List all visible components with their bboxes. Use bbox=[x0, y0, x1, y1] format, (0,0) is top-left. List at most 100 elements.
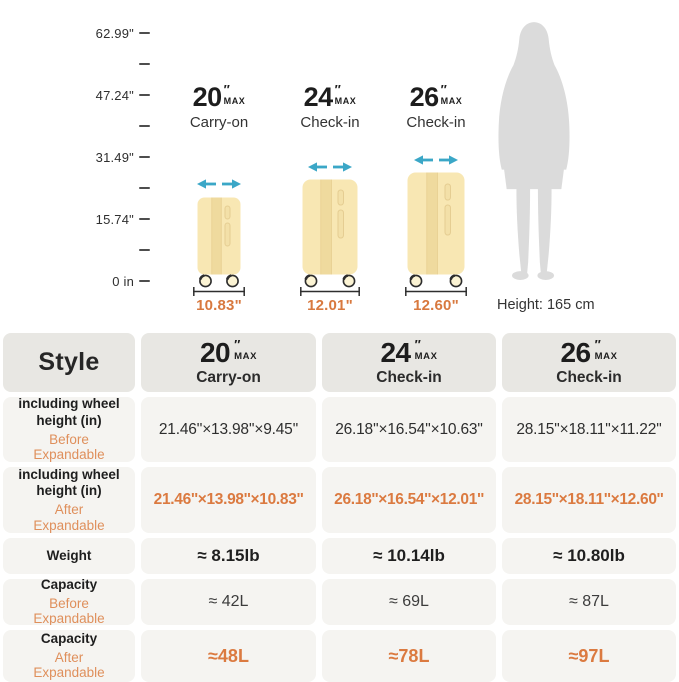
row-label-height-before: including wheel height (in) Before Expan… bbox=[3, 397, 135, 462]
width-value: 12.01" bbox=[307, 297, 353, 314]
height-label: Height: 165 cm bbox=[497, 297, 595, 313]
value-cell: 26.18''×16.54''×12.01'' bbox=[322, 467, 496, 533]
y-axis: 62.99" 47.24" 31.49" 15.74" 0 in bbox=[80, 0, 150, 300]
row-sublabel: Before Expandable bbox=[33, 431, 105, 462]
expand-arrows-icon bbox=[197, 179, 241, 189]
column-header-26: 26 ″ MAX Check-in bbox=[502, 333, 676, 392]
row-label: Capacity bbox=[40, 579, 98, 593]
value-cell: ≈48L bbox=[141, 630, 316, 682]
axis-tick bbox=[80, 117, 150, 135]
value-cell: 21.46''×13.98''×9.45'' bbox=[141, 397, 316, 462]
tick-dash bbox=[139, 280, 150, 282]
max-label: MAX bbox=[414, 350, 438, 362]
column-type-label: Check-in bbox=[376, 368, 442, 386]
width-value: 12.60" bbox=[413, 297, 459, 314]
tick-dash bbox=[139, 187, 150, 189]
expand-arrows-icon bbox=[308, 162, 352, 172]
axis-tick-label: 47.24" bbox=[95, 87, 134, 103]
inch-mark: ″ bbox=[334, 82, 341, 97]
inch-mark: ″ bbox=[234, 336, 241, 352]
axis-tick: 62.99" bbox=[80, 24, 150, 42]
case-type-label: Check-in bbox=[300, 114, 360, 131]
case-26-size-label: 26 ″ MAX Check-in bbox=[391, 82, 481, 131]
inch-mark: ″ bbox=[594, 336, 601, 352]
max-label: MAX bbox=[440, 96, 463, 107]
case-group-26: 26 ″ MAX Check-in bbox=[391, 0, 481, 330]
axis-tick: 31.49" bbox=[80, 148, 150, 166]
row-label: including wheel height (in) bbox=[18, 397, 120, 428]
column-type-label: Carry-on bbox=[196, 368, 261, 386]
case-type-label: Check-in bbox=[406, 114, 466, 131]
tick-dash bbox=[139, 218, 150, 220]
value-cell: ≈78L bbox=[322, 630, 496, 682]
axis-tick bbox=[80, 55, 150, 73]
case-24-size-label: 24 ″ MAX Check-in bbox=[285, 82, 375, 131]
value-cell: ≈ 10.80lb bbox=[502, 538, 676, 574]
value-cell: 21.46''×13.98''×10.83'' bbox=[141, 467, 316, 533]
comparison-table: Style 20 ″ MAX Carry-on 24 ″ MAX Check-in 26… bbox=[3, 333, 676, 682]
size-number: 26 bbox=[560, 336, 591, 368]
value-cell: ≈ 8.15lb bbox=[141, 538, 316, 574]
row-label: including wheel height (in) bbox=[18, 467, 120, 499]
size-number: 26 bbox=[409, 82, 440, 112]
suitcase-26-illustration bbox=[407, 172, 465, 288]
axis-tick: 47.24" bbox=[80, 86, 150, 104]
case-group-24: 24 ″ MAX Check-in bbox=[285, 0, 375, 330]
axis-tick: 15.74" bbox=[80, 210, 150, 228]
tick-dash bbox=[139, 125, 150, 127]
row-sublabel: After Expandable bbox=[33, 649, 105, 681]
max-label: MAX bbox=[334, 96, 357, 107]
case-type-label: Carry-on bbox=[189, 114, 249, 131]
axis-tick bbox=[80, 179, 150, 197]
value-cell: 28.15''×18.11''×11.22'' bbox=[502, 397, 676, 462]
value-cell: ≈ 69L bbox=[322, 579, 496, 625]
axis-tick-label: 15.74" bbox=[95, 211, 134, 227]
column-header-20: 20 ″ MAX Carry-on bbox=[141, 333, 316, 392]
size-number: 24 bbox=[380, 336, 411, 368]
max-label: MAX bbox=[223, 96, 246, 107]
inch-mark: ″ bbox=[440, 82, 447, 97]
suitcase-24-illustration bbox=[302, 179, 358, 288]
tick-dash bbox=[139, 63, 150, 65]
row-label: Capacity bbox=[40, 631, 98, 647]
max-label: MAX bbox=[594, 350, 618, 362]
max-label: MAX bbox=[234, 350, 258, 362]
size-number: 20 bbox=[192, 82, 223, 112]
human-silhouette-icon bbox=[498, 22, 570, 280]
inch-mark: ″ bbox=[414, 336, 421, 352]
value-cell: ≈ 87L bbox=[502, 579, 676, 625]
row-label: Weight bbox=[46, 547, 92, 563]
column-header-24: 24 ″ MAX Check-in bbox=[322, 333, 496, 392]
width-value: 10.83" bbox=[196, 297, 242, 314]
tick-dash bbox=[139, 32, 150, 34]
column-type-label: Check-in bbox=[556, 368, 622, 386]
width-bracket-icon bbox=[193, 287, 245, 296]
width-bracket-icon bbox=[300, 287, 360, 296]
value-cell: ≈ 42L bbox=[141, 579, 316, 625]
width-bracket-icon bbox=[405, 287, 467, 296]
row-sublabel: Before Expandable bbox=[33, 595, 105, 625]
style-header: Style bbox=[3, 333, 135, 392]
tick-dash bbox=[139, 156, 150, 158]
row-sublabel: After Expandable bbox=[33, 502, 105, 533]
row-label-capacity-after: Capacity After Expandable bbox=[3, 630, 135, 682]
size-chart: 62.99" 47.24" 31.49" 15.74" 0 in 20 ″ MAX … bbox=[0, 0, 679, 330]
tick-dash bbox=[139, 249, 150, 251]
tick-dash bbox=[139, 94, 150, 96]
axis-tick: 0 in bbox=[80, 272, 150, 290]
size-number: 24 bbox=[303, 82, 334, 112]
axis-tick-label: 0 in bbox=[112, 273, 134, 289]
size-number: 20 bbox=[199, 336, 231, 368]
expand-arrows-icon bbox=[414, 155, 458, 165]
row-label-capacity-before: Capacity Before Expandable bbox=[3, 579, 135, 625]
value-cell: ≈97L bbox=[502, 630, 676, 682]
row-label-weight: Weight bbox=[3, 538, 135, 574]
case-group-20: 20 ″ MAX Carry-on bbox=[174, 0, 264, 330]
axis-tick-label: 31.49" bbox=[95, 149, 134, 165]
case-20-size-label: 20 ″ MAX Carry-on bbox=[174, 82, 264, 131]
suitcase-20-illustration bbox=[197, 197, 241, 288]
style-header-text: Style bbox=[38, 348, 100, 376]
value-cell: ≈ 10.14lb bbox=[322, 538, 496, 574]
value-cell: 28.15''×18.11''×12.60'' bbox=[502, 467, 676, 533]
